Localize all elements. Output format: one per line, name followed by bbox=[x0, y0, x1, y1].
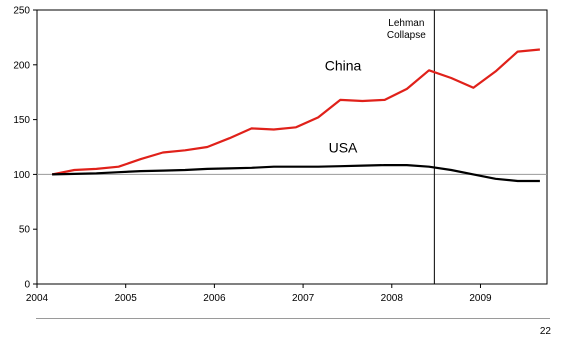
series-line-usa bbox=[52, 164, 540, 183]
annotation-label: Collapse bbox=[387, 30, 426, 41]
plot-frame bbox=[36, 9, 548, 285]
y-tick-label: 200 bbox=[13, 60, 30, 71]
y-tick-label: 250 bbox=[13, 6, 30, 17]
y-tick-label: 0 bbox=[24, 280, 30, 291]
footer-divider bbox=[36, 318, 550, 319]
page-number: 22 bbox=[539, 326, 551, 337]
x-tick-label: 2004 bbox=[26, 293, 49, 304]
series-label-china: China bbox=[325, 57, 362, 73]
annotation-label: Lehman bbox=[388, 18, 424, 29]
x-tick-label: 2007 bbox=[292, 293, 315, 304]
x-tick-label: 2006 bbox=[203, 293, 226, 304]
series-label-usa: USA bbox=[329, 139, 358, 155]
y-tick-label: 100 bbox=[13, 170, 30, 181]
x-tick-label: 2008 bbox=[381, 293, 404, 304]
x-tick-label: 2009 bbox=[469, 293, 492, 304]
x-tick-label: 2005 bbox=[115, 293, 138, 304]
y-tick-label: 150 bbox=[13, 115, 30, 126]
y-tick-label: 50 bbox=[19, 225, 31, 236]
chart-axes: 0 50 100 150 200 250 2004 2005 2006 2007 2008 2009 bbox=[13, 6, 548, 304]
series-line-china bbox=[51, 48, 541, 176]
